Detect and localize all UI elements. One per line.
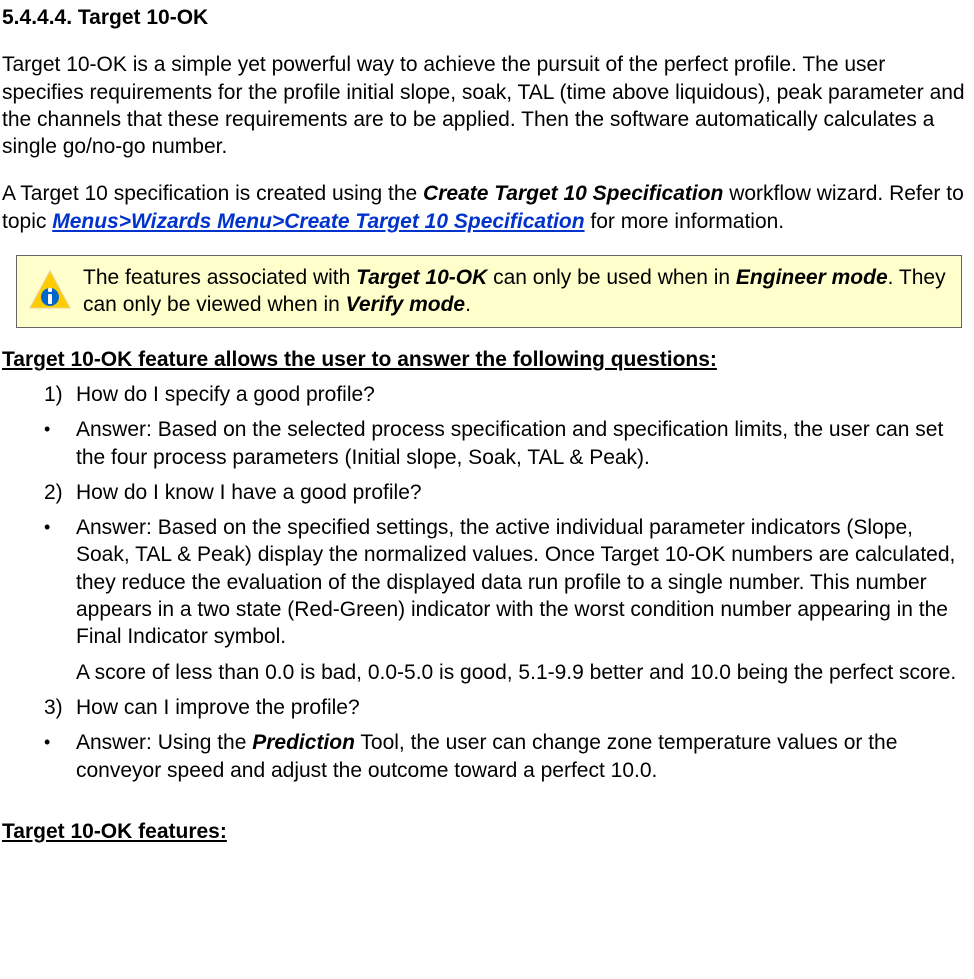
answer-1: Answer: Based on the selected process sp…	[76, 416, 972, 471]
list-marker-bullet: •	[44, 416, 76, 471]
question-3: How can I improve the profile?	[76, 694, 972, 721]
info-text-2: can only be used when in	[487, 266, 736, 289]
list-item: 1) How do I specify a good profile?	[44, 381, 972, 408]
a3-text-1: Answer: Using the	[76, 731, 252, 754]
question-list-cont: 3) How can I improve the profile? • Answ…	[44, 694, 972, 784]
answer-2: Answer: Based on the specified settings,…	[76, 514, 972, 650]
a3-bold: Prediction	[252, 731, 355, 754]
para2-bold-1: Create Target 10 Specification	[423, 182, 723, 205]
info-bold-1: Target 10-OK	[356, 266, 487, 289]
heading-features: Target 10-OK features:	[2, 818, 972, 845]
info-icon	[27, 268, 73, 314]
para2-text-3: for more information.	[585, 210, 785, 233]
list-marker-bullet: •	[44, 514, 76, 650]
list-marker-number: 2)	[44, 479, 76, 506]
answer-2-score: A score of less than 0.0 is bad, 0.0-5.0…	[76, 659, 972, 686]
info-bold-2: Engineer mode	[736, 266, 888, 289]
paragraph-spec: A Target 10 specification is created usi…	[2, 180, 972, 235]
heading-questions: Target 10-OK feature allows the user to …	[2, 346, 972, 373]
paragraph-intro: Target 10-OK is a simple yet powerful wa…	[2, 51, 972, 160]
list-marker-bullet: •	[44, 729, 76, 784]
list-item: • Answer: Based on the selected process …	[44, 416, 972, 471]
info-bold-3: Verify mode	[346, 293, 465, 316]
answer-3: Answer: Using the Prediction Tool, the u…	[76, 729, 972, 784]
question-1: How do I specify a good profile?	[76, 381, 972, 408]
section-heading: 5.4.4.4. Target 10-OK	[2, 4, 972, 31]
list-item: • Answer: Using the Prediction Tool, the…	[44, 729, 972, 784]
list-marker-number: 3)	[44, 694, 76, 721]
link-menus-wizards[interactable]: Menus>Wizards Menu>Create Target 10 Spec…	[52, 210, 584, 233]
question-2: How do I know I have a good profile?	[76, 479, 972, 506]
para2-text-1: A Target 10 specification is created usi…	[2, 182, 423, 205]
list-marker-number: 1)	[44, 381, 76, 408]
info-text-4: .	[465, 293, 471, 316]
question-list: 1) How do I specify a good profile? • An…	[44, 381, 972, 651]
info-callout: The features associated with Target 10-O…	[16, 255, 962, 328]
info-text-1: The features associated with	[83, 266, 356, 289]
info-text: The features associated with Target 10-O…	[83, 264, 951, 319]
list-item: 3) How can I improve the profile?	[44, 694, 972, 721]
list-item: 2) How do I know I have a good profile?	[44, 479, 972, 506]
list-item: • Answer: Based on the specified setting…	[44, 514, 972, 650]
